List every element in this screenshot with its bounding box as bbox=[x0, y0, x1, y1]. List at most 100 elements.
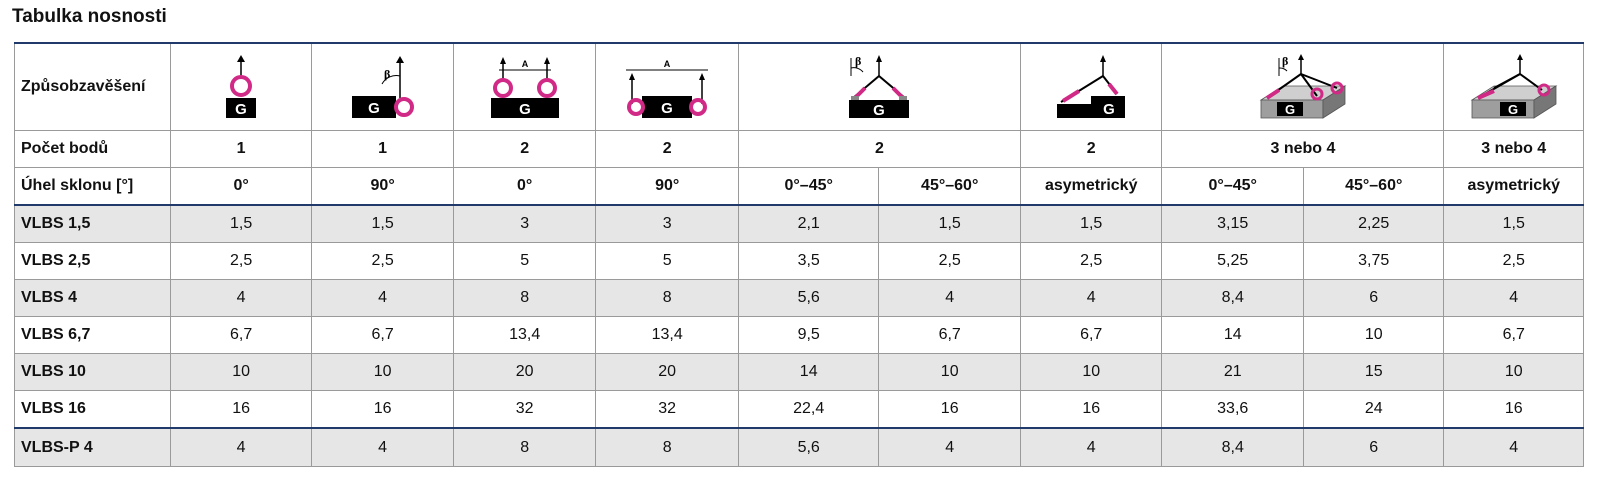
method-row: Způsobzavěšení G β G bbox=[14, 42, 1584, 131]
row-name: VLBS 4 bbox=[14, 279, 171, 317]
value-cell: 32 bbox=[452, 390, 597, 429]
svg-text:G: G bbox=[235, 101, 247, 118]
svg-text:A: A bbox=[664, 59, 671, 69]
value-cell: 14 bbox=[1161, 316, 1304, 354]
value-cell: 4 bbox=[169, 427, 313, 467]
value-cell: 2,5 bbox=[1019, 242, 1163, 280]
value-cell: 4 bbox=[1443, 279, 1584, 317]
row-name: VLBS 6,7 bbox=[14, 316, 171, 354]
angle-cell: 90° bbox=[595, 167, 739, 206]
value-cell: 4 bbox=[311, 279, 454, 317]
value-cell: 3,15 bbox=[1161, 204, 1304, 243]
row-name: VLBS 1,5 bbox=[14, 204, 171, 243]
value-cell: 3,5 bbox=[737, 242, 880, 280]
value-cell: 1,5 bbox=[311, 204, 454, 243]
method-single-vertical: G bbox=[169, 42, 313, 131]
value-cell: 2,5 bbox=[878, 242, 1021, 280]
value-cell: 16 bbox=[878, 390, 1021, 429]
value-cell: 4 bbox=[1019, 427, 1163, 467]
svg-text:G: G bbox=[661, 100, 673, 117]
value-cell: 4 bbox=[878, 427, 1021, 467]
value-cell: 6,7 bbox=[1019, 316, 1163, 354]
points-cell: 1 bbox=[169, 130, 313, 168]
row-name: VLBS-P 4 bbox=[14, 427, 171, 467]
svg-text:β: β bbox=[855, 54, 861, 68]
points-cell: 2 bbox=[1019, 130, 1163, 168]
value-cell: 10 bbox=[311, 353, 454, 391]
value-cell: 4 bbox=[311, 427, 454, 467]
value-cell: 2,5 bbox=[311, 242, 454, 280]
value-cell: 24 bbox=[1302, 390, 1445, 429]
value-cell: 1,5 bbox=[1443, 204, 1584, 243]
angle-cell: asymetrický bbox=[1019, 167, 1163, 206]
method-double-inclined: β G bbox=[737, 42, 1021, 131]
value-cell: 16 bbox=[1443, 390, 1584, 429]
table-row: VLBS 10 10 10 20 20 14 10 10 21 15 10 bbox=[14, 353, 1584, 391]
angle-cell: 0°–45° bbox=[737, 167, 880, 206]
angle-cell: 0° bbox=[452, 167, 597, 206]
value-cell: 5,6 bbox=[737, 279, 880, 317]
angle-cell: 0° bbox=[169, 167, 313, 206]
value-cell: 6,7 bbox=[311, 316, 454, 354]
single-point-side-icon: β G bbox=[351, 56, 414, 118]
value-cell: 8 bbox=[595, 427, 739, 467]
multi-point-asymmetric-icon: G bbox=[1470, 54, 1558, 119]
angle-cell: 0°–45° bbox=[1161, 167, 1304, 206]
value-cell: 6 bbox=[1302, 427, 1445, 467]
value-cell: 33,6 bbox=[1161, 390, 1304, 429]
svg-text:G: G bbox=[1103, 101, 1115, 118]
value-cell: 9,5 bbox=[737, 316, 880, 354]
two-point-inclined-icon: β G bbox=[849, 54, 910, 119]
value-cell: 13,4 bbox=[595, 316, 739, 354]
value-cell: 1,5 bbox=[878, 204, 1021, 243]
value-cell: 6,7 bbox=[878, 316, 1021, 354]
value-cell: 20 bbox=[452, 353, 597, 391]
table-row: VLBS 6,7 6,7 6,7 13,4 13,4 9,5 6,7 6,7 1… bbox=[14, 316, 1584, 354]
value-cell: 2,5 bbox=[1443, 242, 1584, 280]
value-cell: 32 bbox=[595, 390, 739, 429]
value-cell: 21 bbox=[1161, 353, 1304, 391]
row-name: VLBS 10 bbox=[14, 353, 171, 391]
value-cell: 8 bbox=[452, 279, 597, 317]
value-cell: 8,4 bbox=[1161, 279, 1304, 317]
row-name: VLBS 16 bbox=[14, 390, 171, 429]
multi-point-inclined-icon: β G bbox=[1259, 54, 1347, 119]
method-label: Způsobzavěšení bbox=[14, 42, 171, 131]
value-cell: 20 bbox=[595, 353, 739, 391]
svg-text:G: G bbox=[519, 101, 531, 118]
svg-text:G: G bbox=[368, 100, 380, 117]
row-name: VLBS 2,5 bbox=[14, 242, 171, 280]
load-capacity-table: Způsobzavěšení G β G bbox=[14, 42, 1584, 467]
value-cell: 4 bbox=[169, 279, 313, 317]
method-multi-asymmetric: G bbox=[1443, 42, 1584, 131]
points-cell: 2 bbox=[595, 130, 739, 168]
single-point-vertical-icon: G bbox=[226, 55, 257, 118]
value-cell: 5 bbox=[595, 242, 739, 280]
value-cell: 3 bbox=[452, 204, 597, 243]
value-cell: 3,75 bbox=[1302, 242, 1445, 280]
value-cell: 3 bbox=[595, 204, 739, 243]
value-cell: 2,25 bbox=[1302, 204, 1445, 243]
value-cell: 5 bbox=[452, 242, 597, 280]
points-cell: 3 nebo 4 bbox=[1161, 130, 1445, 168]
value-cell: 2,1 bbox=[737, 204, 880, 243]
angle-row: Úhel sklonu [°] 0° 90° 0° 90° 0°–45° 45°… bbox=[14, 167, 1584, 206]
points-cell: 3 nebo 4 bbox=[1443, 130, 1584, 168]
value-cell: 16 bbox=[1019, 390, 1163, 429]
svg-text:G: G bbox=[1508, 102, 1518, 117]
svg-text:β: β bbox=[1282, 54, 1288, 68]
page-title: Tabulka nosnosti bbox=[12, 6, 167, 27]
value-cell: 4 bbox=[878, 279, 1021, 317]
value-cell: 10 bbox=[169, 353, 313, 391]
value-cell: 10 bbox=[1302, 316, 1445, 354]
value-cell: 8 bbox=[595, 279, 739, 317]
value-cell: 10 bbox=[1019, 353, 1163, 391]
value-cell: 22,4 bbox=[737, 390, 880, 429]
method-multi-inclined: β G bbox=[1161, 42, 1445, 131]
table-row: VLBS 4 4 4 8 8 5,6 4 4 8,4 6 4 bbox=[14, 279, 1584, 317]
svg-text:β: β bbox=[384, 67, 390, 81]
value-cell: 6,7 bbox=[1443, 316, 1584, 354]
angle-cell: 90° bbox=[311, 167, 454, 206]
value-cell: 1,5 bbox=[169, 204, 313, 243]
value-cell: 5,6 bbox=[737, 427, 880, 467]
